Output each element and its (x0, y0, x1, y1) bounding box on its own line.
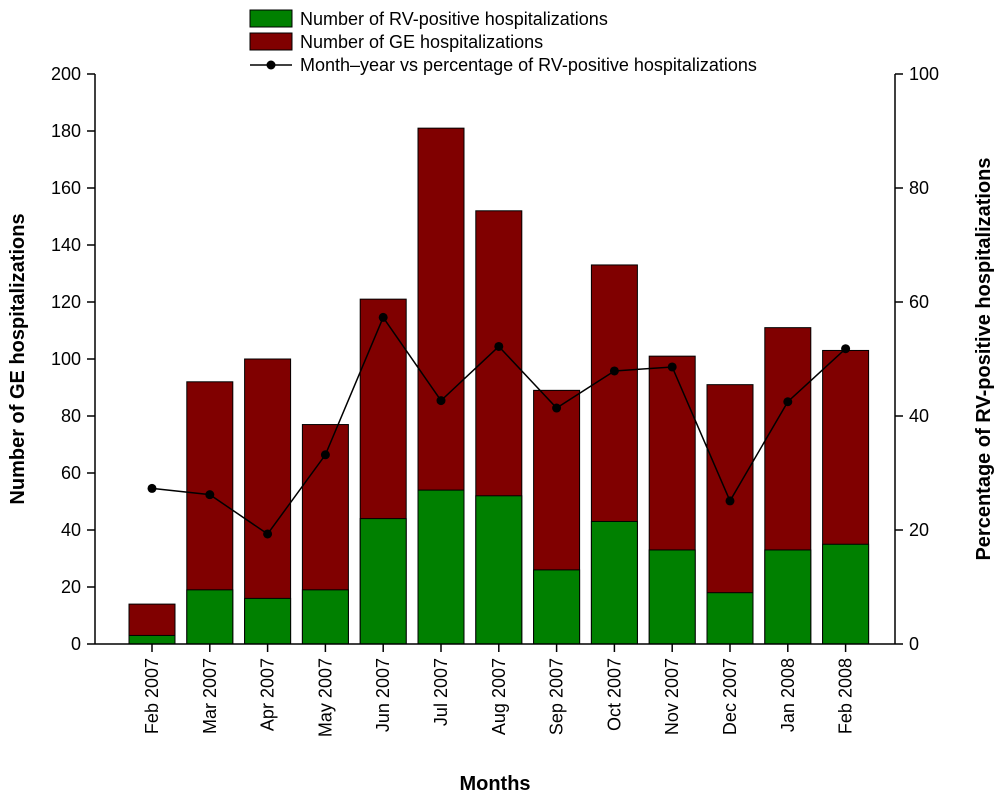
percentage-line-group (147, 312, 851, 539)
left-tick-label-0: 0 (71, 634, 81, 654)
left-tick-label-7: 140 (51, 235, 81, 255)
bar-rv-positive-12 (822, 543, 870, 645)
left-tick-label-3: 60 (61, 463, 81, 483)
x-tick-label-10: Dec 2007 (720, 658, 740, 735)
x-tick-label-4: Jun 2007 (373, 658, 393, 732)
left-tick-label-1: 20 (61, 577, 81, 597)
x-tick-label-12: Feb 2008 (836, 658, 856, 734)
bar-rv-positive-9 (648, 549, 696, 645)
left-tick-label-4: 80 (61, 406, 81, 426)
x-tick-label-9: Nov 2007 (662, 658, 682, 735)
left-tick-label-2: 40 (61, 520, 81, 540)
bars (128, 127, 870, 645)
bar-rv-positive-3 (301, 589, 349, 645)
legend-item-0: Number of RV-positive hospitalizations (249, 9, 608, 29)
right-tick-label-1: 20 (909, 520, 929, 540)
x-axis-title: Months (459, 773, 530, 795)
legend: Number of RV-positive hospitalizations Nu… (249, 9, 757, 75)
x-tick-label-11: Jan 2008 (778, 658, 798, 732)
percentage-point-5 (436, 396, 446, 406)
x-tick-label-0: Feb 2007 (142, 658, 162, 734)
y-axis-right-title: Percentage of RV-positive hospitalizatio… (973, 157, 995, 560)
axis-titles: Months Number of GE hospitalizations Perce… (7, 157, 995, 795)
legend-swatch-0 (249, 9, 293, 28)
percentage-point-1 (205, 490, 215, 500)
percentage-point-9 (667, 362, 677, 372)
percentage-point-8 (609, 366, 619, 376)
legend-item-2: Month–year vs percentage of RV-positive … (250, 55, 757, 75)
left-tick-label-5: 100 (51, 349, 81, 369)
percentage-point-7 (552, 403, 562, 413)
left-tick-label-6: 120 (51, 292, 81, 312)
legend-label-2: Month–year vs percentage of RV-positive … (300, 55, 757, 75)
bar-rv-positive-0 (128, 634, 176, 645)
left-tick-label-9: 180 (51, 121, 81, 141)
legend-swatch-1 (249, 32, 293, 51)
percentage-point-10 (725, 496, 735, 506)
percentage-point-2 (263, 529, 273, 539)
x-tick-label-8: Oct 2007 (604, 658, 624, 731)
bar-rv-positive-1 (186, 589, 234, 645)
right-tick-label-0: 0 (909, 634, 919, 654)
right-tick-label-2: 40 (909, 406, 929, 426)
percentage-point-4 (378, 312, 388, 322)
bar-rv-positive-5 (417, 489, 465, 645)
left-tick-label-8: 160 (51, 178, 81, 198)
x-tick-label-7: Sep 2007 (547, 658, 567, 735)
y-axis-left-title: Number of GE hospitalizations (7, 213, 29, 504)
percentage-point-12 (841, 344, 851, 354)
x-tick-label-5: Jul 2007 (431, 658, 451, 726)
bar-rv-positive-11 (764, 549, 812, 645)
right-tick-label-3: 60 (909, 292, 929, 312)
percentage-point-11 (783, 397, 793, 407)
right-tick-label-4: 80 (909, 178, 929, 198)
bar-rv-positive-8 (590, 520, 638, 645)
legend-label-1: Number of GE hospitalizations (300, 32, 543, 52)
right-tick-label-5: 100 (909, 64, 939, 84)
bar-rv-positive-2 (244, 597, 292, 645)
axes: 0 20 40 60 80 100 120 140 160 180 200 0 20 40 60 80 100 F… (51, 64, 939, 737)
legend-item-1: Number of GE hospitalizations (249, 32, 543, 52)
left-tick-label-10: 200 (51, 64, 81, 84)
bar-rv-positive-10 (706, 592, 754, 645)
x-tick-label-1: Mar 2007 (200, 658, 220, 734)
percentage-point-0 (147, 483, 157, 493)
bar-rv-positive-7 (533, 569, 581, 645)
legend-dot-2 (266, 60, 276, 70)
bar-rv-positive-4 (359, 518, 407, 645)
percentage-point-6 (494, 341, 504, 351)
bar-rv-positive-6 (475, 495, 523, 645)
x-tick-label-6: Aug 2007 (489, 658, 509, 735)
legend-label-0: Number of RV-positive hospitalizations (300, 9, 608, 29)
percentage-point-3 (320, 450, 330, 460)
x-tick-label-3: May 2007 (315, 658, 335, 737)
x-tick-label-2: Apr 2007 (258, 658, 278, 731)
